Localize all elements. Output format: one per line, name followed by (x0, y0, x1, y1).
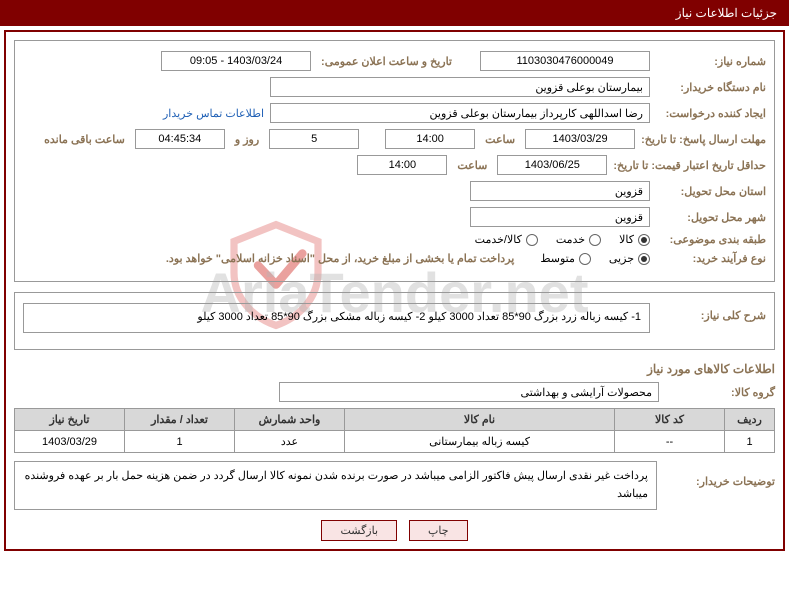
buyer-notes-box: پرداخت غیر نقدی ارسال پیش فاکتور الزامی … (14, 461, 657, 510)
buyer-contact-link[interactable]: اطلاعات تماس خریدار (163, 107, 264, 120)
radio-service-dot (589, 234, 601, 246)
price-validity-date-field: 1403/06/25 (497, 155, 607, 175)
main-form-box: شماره نیاز: 1103030476000049 تاریخ و ساع… (14, 40, 775, 282)
goods-info-title: اطلاعات کالاهای مورد نیاز (14, 362, 775, 376)
td-qty: 1 (125, 431, 235, 453)
announce-datetime-label: تاریخ و ساعت اعلان عمومی: (317, 55, 456, 68)
th-date: تاریخ نیاز (15, 409, 125, 431)
print-button[interactable]: چاپ (409, 520, 468, 541)
requester-label: ایجاد کننده درخواست: (656, 107, 766, 120)
price-validity-label: حداقل تاریخ اعتبار قیمت: تا تاریخ: (613, 159, 766, 172)
goods-group-label: گروه کالا: (665, 386, 775, 399)
remaining-label: ساعت باقی مانده (40, 133, 129, 146)
radio-partial-dot (638, 253, 650, 265)
purchase-type-radio-group: جزیی متوسط (540, 252, 650, 265)
outer-frame: شماره نیاز: 1103030476000049 تاریخ و ساع… (4, 30, 785, 551)
td-row: 1 (725, 431, 775, 453)
radio-partial-label: جزیی (609, 252, 634, 265)
price-validity-time-field: 14:00 (357, 155, 447, 175)
radio-goods-label: کالا (619, 233, 634, 246)
radio-service-label: خدمت (556, 233, 585, 246)
category-radio-group: کالا خدمت کالا/خدمت (475, 233, 650, 246)
radio-service[interactable]: خدمت (556, 233, 601, 246)
buyer-org-field: بیمارستان بوعلی قزوین (270, 77, 650, 97)
response-time-field: 14:00 (385, 129, 475, 149)
th-qty: تعداد / مقدار (125, 409, 235, 431)
back-button[interactable]: بازگشت (321, 520, 397, 541)
table-header-row: ردیف کد کالا نام کالا واحد شمارش تعداد /… (15, 409, 775, 431)
buyer-notes-row: توضیحات خریدار: پرداخت غیر نقدی ارسال پی… (14, 461, 775, 510)
goods-table: ردیف کد کالا نام کالا واحد شمارش تعداد /… (14, 408, 775, 453)
th-name: نام کالا (345, 409, 615, 431)
radio-goods-service-label: کالا/خدمت (475, 233, 522, 246)
response-date-field: 1403/03/29 (525, 129, 635, 149)
buyer-notes-label: توضیحات خریدار: (665, 461, 775, 488)
day-label: روز و (231, 133, 263, 146)
radio-goods-dot (638, 234, 650, 246)
td-code: -- (615, 431, 725, 453)
td-name: کیسه زباله بیمارستانی (345, 431, 615, 453)
delivery-city-field: قزوین (470, 207, 650, 227)
category-label: طبقه بندی موضوعی: (656, 233, 766, 246)
purchase-note: پرداخت تمام یا بخشی از مبلغ خرید، از محل… (166, 252, 514, 265)
th-unit: واحد شمارش (235, 409, 345, 431)
td-unit: عدد (235, 431, 345, 453)
radio-partial[interactable]: جزیی (609, 252, 650, 265)
announce-datetime-field: 1403/03/24 - 09:05 (161, 51, 311, 71)
page-header: جزئیات اطلاعات نیاز (0, 0, 789, 26)
remaining-time-field: 04:45:34 (135, 129, 225, 149)
general-desc-label: شرح کلی نیاز: (656, 303, 766, 322)
general-desc-section: شرح کلی نیاز: 1- کیسه زباله زرد بزرگ 90*… (14, 292, 775, 350)
radio-medium-label: متوسط (540, 252, 575, 265)
td-date: 1403/03/29 (15, 431, 125, 453)
time-label-1: ساعت (481, 133, 519, 146)
button-row: چاپ بازگشت (14, 520, 775, 541)
general-desc-box: 1- کیسه زباله زرد بزرگ 90*85 تعداد 3000 … (23, 303, 650, 333)
th-row: ردیف (725, 409, 775, 431)
radio-goods-service[interactable]: کالا/خدمت (475, 233, 538, 246)
need-number-label: شماره نیاز: (656, 55, 766, 68)
need-number-field: 1103030476000049 (480, 51, 650, 71)
radio-medium[interactable]: متوسط (540, 252, 591, 265)
radio-goods[interactable]: کالا (619, 233, 650, 246)
buyer-org-label: نام دستگاه خریدار: (656, 81, 766, 94)
radio-medium-dot (579, 253, 591, 265)
delivery-province-field: قزوین (470, 181, 650, 201)
th-code: کد کالا (615, 409, 725, 431)
requester-field: رضا اسداللهی کارپرداز بیمارستان بوعلی قز… (270, 103, 650, 123)
table-row: 1 -- کیسه زباله بیمارستانی عدد 1 1403/03… (15, 431, 775, 453)
delivery-province-label: استان محل تحویل: (656, 185, 766, 198)
time-label-2: ساعت (453, 159, 491, 172)
response-deadline-label: مهلت ارسال پاسخ: تا تاریخ: (641, 133, 766, 146)
page-title: جزئیات اطلاعات نیاز (676, 6, 777, 20)
remaining-days-field: 5 (269, 129, 359, 149)
delivery-city-label: شهر محل تحویل: (656, 211, 766, 224)
goods-group-field: محصولات آرایشی و بهداشتی (279, 382, 659, 402)
radio-goods-service-dot (526, 234, 538, 246)
purchase-type-label: نوع فرآیند خرید: (656, 252, 766, 265)
